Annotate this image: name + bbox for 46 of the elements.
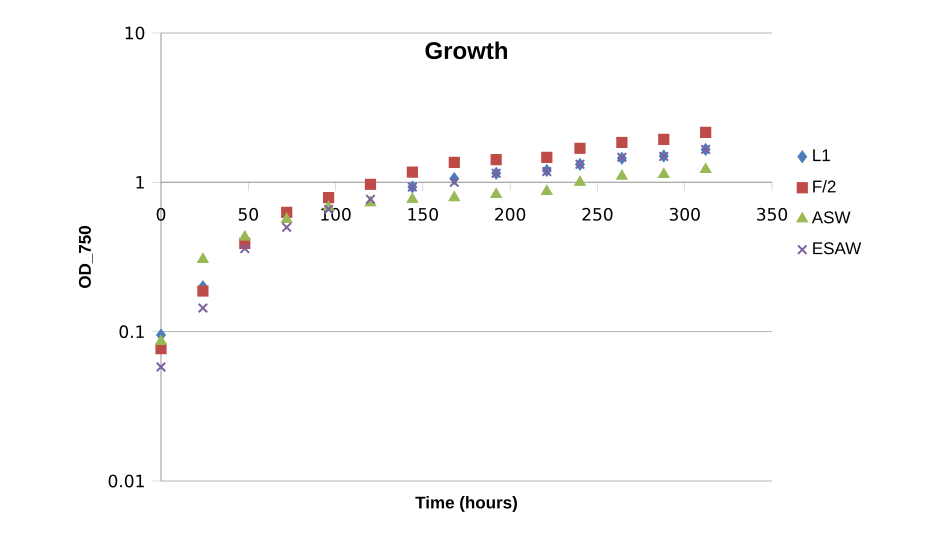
point	[448, 190, 460, 202]
x-tick-label: 200	[495, 208, 526, 221]
point	[322, 192, 334, 204]
point	[238, 230, 251, 241]
point	[700, 126, 712, 138]
y-tick-label: 0.01	[108, 474, 144, 488]
point	[156, 362, 166, 372]
point	[364, 178, 376, 190]
y-tick-label: 10	[126, 26, 144, 40]
legend-label: L1	[813, 149, 830, 162]
point	[540, 184, 553, 195]
x-tick-label: 150	[408, 208, 438, 221]
point	[197, 285, 208, 297]
point	[616, 136, 628, 148]
chart-title: Growth	[425, 42, 508, 60]
x-tick-label: 250	[582, 208, 613, 221]
point	[198, 302, 208, 314]
y-tick-label: 0.1	[119, 325, 144, 338]
point	[406, 192, 418, 203]
point	[700, 162, 712, 174]
point	[196, 252, 209, 263]
point	[490, 188, 502, 198]
point	[281, 222, 292, 233]
point	[541, 152, 552, 163]
point	[280, 212, 293, 223]
point	[449, 177, 460, 188]
point	[658, 134, 670, 145]
point	[574, 176, 586, 186]
y-tick-label: 1	[136, 176, 144, 189]
x-tick-label: 350	[757, 208, 788, 221]
legend-label: F/2	[813, 180, 836, 193]
y-axis-title: OD_750	[78, 226, 93, 288]
point	[155, 334, 167, 346]
x-tick-label: 300	[670, 208, 700, 221]
point	[490, 154, 502, 166]
point	[616, 169, 628, 180]
point	[574, 142, 586, 154]
x-tick-label: 50	[238, 208, 258, 221]
point	[406, 166, 418, 178]
point	[658, 168, 670, 178]
legend-label: ESAW	[813, 242, 862, 254]
legend-label: ASW	[812, 211, 850, 224]
point	[448, 156, 460, 168]
x-axis-title: Time (hours)	[415, 496, 517, 512]
x-tick-label: 0	[156, 208, 166, 221]
point	[240, 243, 250, 254]
